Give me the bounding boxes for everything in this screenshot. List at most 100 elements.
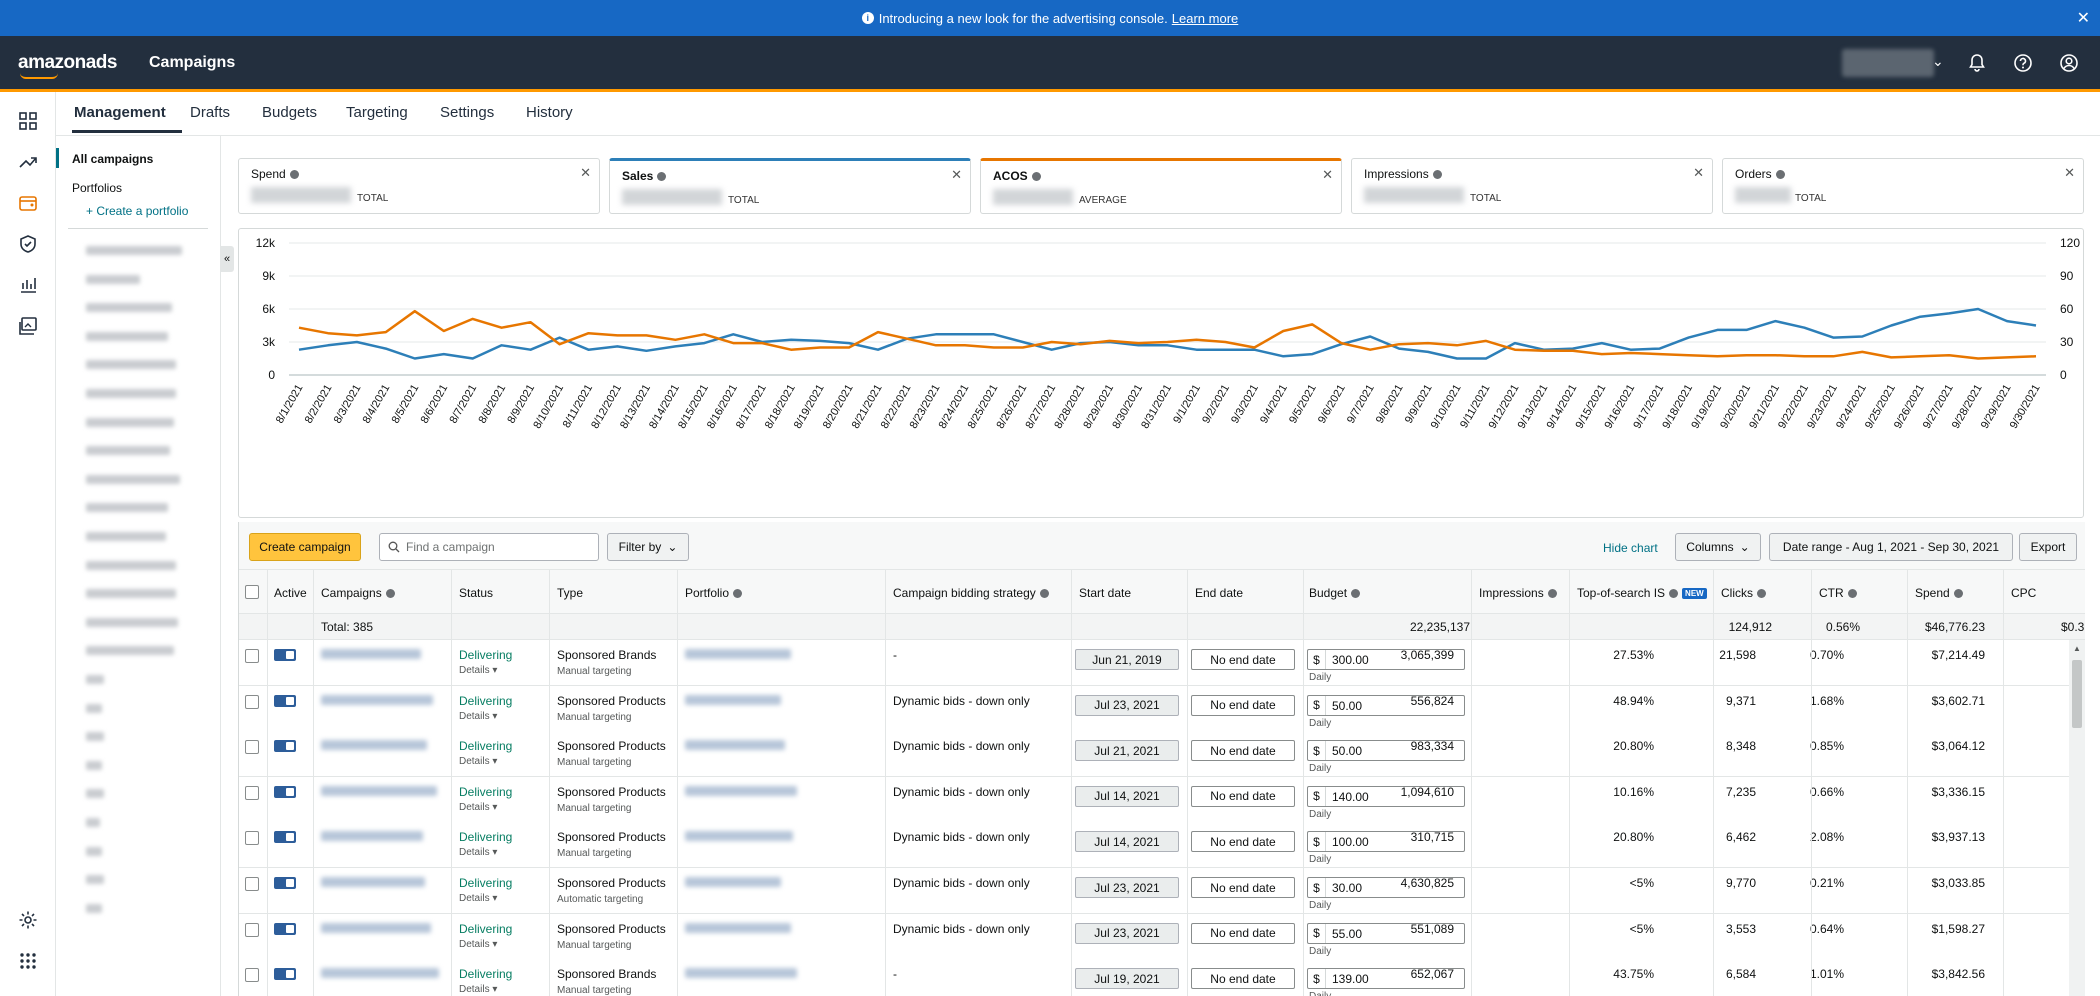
header-active[interactable]: Active [274, 586, 307, 600]
header-end-date[interactable]: End date [1195, 586, 1244, 600]
close-icon[interactable]: ✕ [2064, 165, 2075, 180]
tab-settings[interactable]: Settings [440, 104, 495, 121]
metric-card-impressions[interactable]: Impressions TOTAL ✕ [1351, 158, 1713, 214]
info-icon[interactable] [1775, 170, 1785, 180]
portfolio-name-redacted[interactable] [685, 922, 791, 933]
row-checkbox[interactable] [245, 785, 259, 800]
info-icon[interactable] [1031, 172, 1041, 182]
budget-input[interactable]: $140.00 [1307, 785, 1465, 807]
campaigns-icon[interactable] [17, 192, 39, 214]
search-input[interactable]: Find a campaign [379, 533, 599, 561]
portfolio-item-redacted[interactable] [86, 903, 102, 913]
campaign-name-redacted[interactable] [321, 831, 423, 842]
bell-icon[interactable] [1966, 52, 1988, 74]
row-checkbox[interactable] [245, 694, 259, 709]
budget-input[interactable]: $100.00 [1307, 831, 1465, 853]
details-dropdown[interactable]: Details ▾ [459, 847, 498, 859]
portfolio-item-redacted[interactable] [86, 474, 180, 484]
campaign-name-redacted[interactable] [321, 968, 439, 979]
budget-input[interactable]: $139.00 [1307, 968, 1465, 990]
portfolio-item-redacted[interactable] [86, 617, 178, 627]
table-row[interactable]: Delivering Details ▾ Sponsored Products Man… [239, 822, 2069, 869]
portfolio-name-redacted[interactable] [685, 968, 797, 979]
portfolio-name-redacted[interactable] [685, 694, 781, 705]
scrollbar-thumb[interactable] [2072, 660, 2082, 728]
metric-card-sales[interactable]: Sales TOTAL ✕ [609, 158, 971, 214]
header-clicks[interactable]: Clicks [1721, 586, 1766, 600]
portfolio-item-redacted[interactable] [86, 331, 168, 341]
end-date-field[interactable]: No end date [1191, 740, 1295, 762]
table-row[interactable]: Delivering Details ▾ Sponsored Brands Manua… [239, 640, 2069, 686]
apps-grid-icon[interactable] [17, 950, 39, 972]
header-ctr[interactable]: CTR [1819, 586, 1857, 600]
tab-drafts[interactable]: Drafts [190, 104, 231, 121]
active-toggle[interactable] [274, 831, 296, 844]
tab-budgets[interactable]: Budgets [262, 104, 318, 121]
campaign-name-redacted[interactable] [321, 649, 421, 659]
close-icon[interactable]: ✕ [1322, 167, 1333, 182]
portfolio-name-redacted[interactable] [685, 877, 781, 887]
row-checkbox[interactable] [245, 831, 259, 846]
campaign-name-redacted[interactable] [321, 740, 427, 751]
create-campaign-button[interactable]: Create campaign [249, 533, 361, 561]
all-campaigns-link[interactable]: All campaigns [72, 152, 154, 166]
header-campaigns[interactable]: Campaigns [321, 586, 395, 600]
close-icon[interactable]: ✕ [951, 167, 962, 182]
end-date-field[interactable]: No end date [1191, 831, 1295, 853]
campaign-name-redacted[interactable] [321, 877, 425, 887]
end-date-field[interactable]: No end date [1191, 877, 1295, 898]
row-checkbox[interactable] [245, 968, 259, 983]
filter-by-button[interactable]: Filter by ⌄ [607, 533, 689, 561]
details-dropdown[interactable]: Details ▾ [459, 938, 498, 950]
amazonads-logo[interactable]: amazonads [18, 52, 117, 79]
close-icon[interactable]: ✕ [2076, 10, 2090, 27]
table-row[interactable]: Delivering Details ▾ Sponsored Products Man… [239, 776, 2069, 823]
select-all-checkbox[interactable] [245, 585, 259, 599]
portfolio-item-redacted[interactable] [86, 503, 168, 513]
header-portfolio[interactable]: Portfolio [685, 586, 743, 600]
end-date-field[interactable]: No end date [1191, 694, 1295, 716]
campaign-name-redacted[interactable] [321, 785, 437, 796]
trend-icon[interactable] [17, 151, 39, 173]
active-toggle[interactable] [274, 968, 296, 981]
active-toggle[interactable] [274, 740, 296, 753]
header-start-date[interactable]: Start date [1079, 586, 1132, 600]
portfolio-item-redacted[interactable] [86, 560, 176, 570]
table-row[interactable]: Delivering Details ▾ Sponsored Products Man… [239, 731, 2069, 778]
row-checkbox[interactable] [245, 740, 259, 755]
portfolio-item-redacted[interactable] [86, 532, 166, 541]
metric-card-orders[interactable]: Orders TOTAL ✕ [1722, 158, 2084, 214]
portfolio-item-redacted[interactable] [86, 360, 176, 370]
collapse-sidenav-button[interactable]: « [220, 246, 234, 272]
chevron-down-icon[interactable]: ⌄ [1932, 53, 1944, 69]
portfolio-item-redacted[interactable] [86, 846, 102, 856]
active-toggle[interactable] [274, 649, 296, 661]
gear-icon[interactable] [17, 909, 39, 931]
table-row[interactable]: Delivering Details ▾ Sponsored Products Man… [239, 913, 2069, 960]
details-dropdown[interactable]: Details ▾ [459, 710, 498, 722]
header-impressions[interactable]: Impressions [1479, 586, 1557, 600]
create-portfolio-link[interactable]: + Create a portfolio [86, 204, 189, 218]
portfolio-item-redacted[interactable] [86, 818, 100, 827]
header-type[interactable]: Type [557, 586, 584, 600]
export-button[interactable]: Export [2019, 533, 2077, 561]
details-dropdown[interactable]: Details ▾ [459, 801, 498, 813]
portfolio-item-redacted[interactable] [86, 732, 104, 742]
portfolio-item-redacted[interactable] [86, 274, 140, 284]
close-icon[interactable]: ✕ [580, 165, 591, 180]
portfolio-item-redacted[interactable] [86, 246, 182, 255]
end-date-field[interactable]: No end date [1191, 785, 1295, 807]
campaign-name-redacted[interactable] [321, 694, 433, 705]
details-dropdown[interactable]: Details ▾ [459, 893, 498, 904]
shield-icon[interactable] [17, 233, 39, 255]
portfolio-name-redacted[interactable] [685, 740, 785, 751]
header-spend[interactable]: Spend [1915, 586, 1963, 600]
details-dropdown[interactable]: Details ▾ [459, 984, 498, 996]
end-date-field[interactable]: No end date [1191, 649, 1295, 670]
campaign-name-redacted[interactable] [321, 922, 431, 933]
vertical-scrollbar[interactable] [2069, 640, 2085, 996]
metric-card-acos[interactable]: ACOS AVERAGE ✕ [980, 158, 1342, 214]
learn-more-link[interactable]: Learn more [1171, 10, 1239, 26]
close-icon[interactable]: ✕ [1693, 165, 1704, 180]
portfolio-item-redacted[interactable] [86, 646, 174, 656]
